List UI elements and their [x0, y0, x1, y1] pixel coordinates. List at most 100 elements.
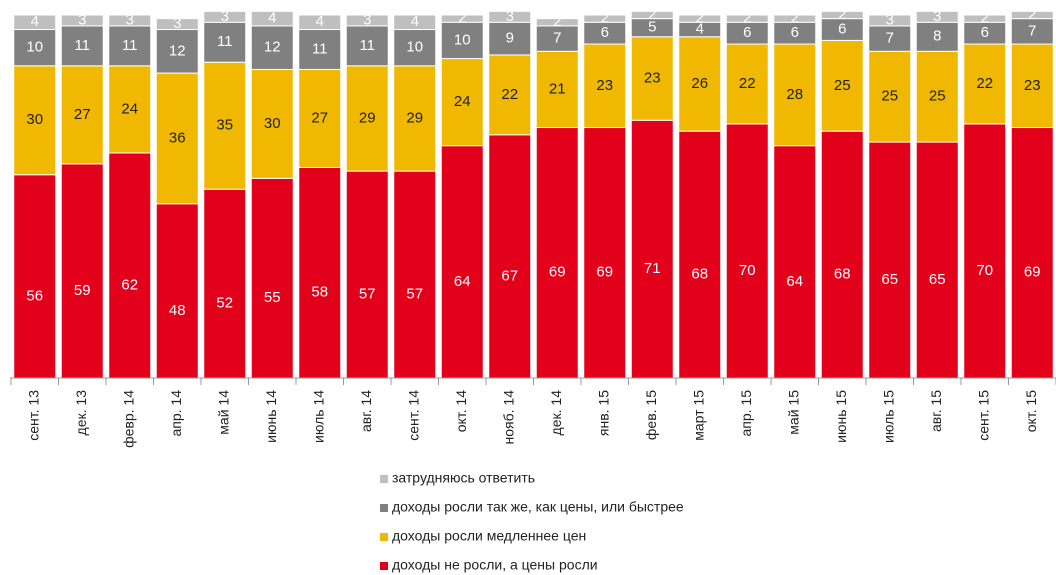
bar-segment	[60, 25, 104, 67]
legend-label: доходы росли медленнее цен	[392, 528, 586, 544]
bar-segment	[155, 18, 199, 31]
data-label: 57	[406, 286, 423, 303]
bar-segment	[13, 65, 57, 176]
data-label: 58	[311, 284, 328, 301]
data-label: 29	[359, 109, 376, 126]
data-label: 6	[601, 24, 609, 41]
bar-segment	[915, 141, 959, 379]
bar-segment	[250, 10, 294, 27]
data-label: 11	[122, 37, 138, 54]
x-tick-label: авг. 15	[928, 390, 944, 432]
data-label: 29	[406, 109, 423, 126]
data-label: 6	[743, 24, 751, 41]
data-label: 23	[644, 69, 661, 86]
data-label: 11	[312, 40, 328, 57]
x-tick-label: янв. 15	[595, 390, 611, 436]
data-label: 48	[169, 302, 186, 319]
data-label: 64	[454, 273, 471, 290]
bar-segment	[725, 123, 769, 379]
x-tick-label: нояб. 14	[500, 390, 516, 445]
bar-segment	[108, 65, 152, 154]
bar-segment	[773, 14, 817, 23]
bar-segment	[725, 14, 769, 23]
data-label: 55	[264, 289, 281, 306]
data-label: 67	[501, 267, 518, 284]
x-tick-label: окт. 14	[453, 390, 469, 432]
x-tick-label: май 15	[785, 390, 801, 435]
bar-segment	[60, 14, 104, 27]
x-tick-label: дек. 13	[73, 390, 89, 436]
bar-segment	[345, 65, 389, 172]
bar-segment	[345, 170, 389, 379]
bar-segment	[820, 39, 864, 132]
bar-segment	[773, 43, 817, 147]
legend-swatch	[380, 562, 388, 570]
bar-segment	[108, 152, 152, 379]
data-label: 25	[929, 88, 946, 105]
bar-segment	[298, 14, 342, 31]
data-label: 10	[454, 31, 471, 48]
bar-segment	[535, 18, 579, 27]
bar-segment	[108, 14, 152, 27]
bar-segment	[345, 14, 389, 27]
data-label: 7	[1028, 22, 1036, 39]
bar-segment	[155, 29, 199, 74]
legend-label: доходы не росли, а цены росли	[392, 557, 598, 573]
data-label: 4	[411, 13, 419, 30]
data-label: 2	[648, 6, 656, 23]
data-label: 26	[691, 75, 708, 92]
bar-segment	[488, 54, 532, 136]
bar-segment	[298, 29, 342, 70]
data-label: 62	[121, 276, 138, 293]
bar-segment	[440, 145, 484, 379]
data-label: 65	[929, 271, 946, 288]
bar-segment	[13, 174, 57, 379]
legend-label: доходы росли так же, как цены, или быстр…	[392, 499, 684, 515]
bar-segment	[250, 25, 294, 70]
x-tick-label: март 15	[690, 390, 706, 441]
bar-segment	[583, 127, 627, 379]
x-tick-label: фев. 15	[643, 390, 659, 440]
bar-segment	[250, 68, 294, 179]
data-label: 10	[406, 39, 423, 56]
bar-segment	[155, 203, 199, 379]
data-label: 30	[26, 111, 43, 128]
x-tick-label: сент. 14	[405, 390, 421, 441]
data-label: 25	[834, 77, 851, 94]
data-label: 3	[506, 8, 514, 25]
bar-segment	[60, 65, 104, 165]
data-label: 4	[316, 13, 324, 30]
bar-segment	[630, 10, 674, 20]
bar-segment	[963, 123, 1007, 379]
data-label: 11	[359, 37, 375, 54]
data-label: 2	[838, 6, 846, 23]
data-label: 12	[169, 42, 186, 59]
data-label: 59	[74, 282, 91, 299]
data-label: 70	[739, 262, 756, 279]
data-label: 2	[601, 10, 609, 27]
bar-segment	[915, 50, 959, 143]
bar-segment	[583, 14, 627, 23]
data-label: 11	[217, 33, 233, 50]
data-label: 22	[739, 75, 756, 92]
data-label: 4	[268, 10, 276, 27]
bar-segment	[1010, 10, 1054, 20]
bar-segment	[440, 21, 484, 60]
bar-segment	[868, 25, 912, 52]
bar-segment	[630, 119, 674, 379]
bar-segment	[535, 50, 579, 129]
data-label: 24	[121, 100, 138, 117]
bar-segment	[13, 14, 57, 31]
bar-segment	[488, 134, 532, 379]
bar-segment	[203, 61, 247, 190]
bar-segment	[820, 10, 864, 20]
legend-swatch	[380, 504, 388, 512]
data-label: 5	[648, 19, 656, 36]
data-label: 2	[458, 10, 466, 27]
bar-segment	[393, 65, 437, 172]
bar-segment	[868, 141, 912, 379]
data-label: 28	[786, 86, 803, 103]
data-label: 64	[786, 273, 803, 290]
data-label: 6	[981, 24, 989, 41]
